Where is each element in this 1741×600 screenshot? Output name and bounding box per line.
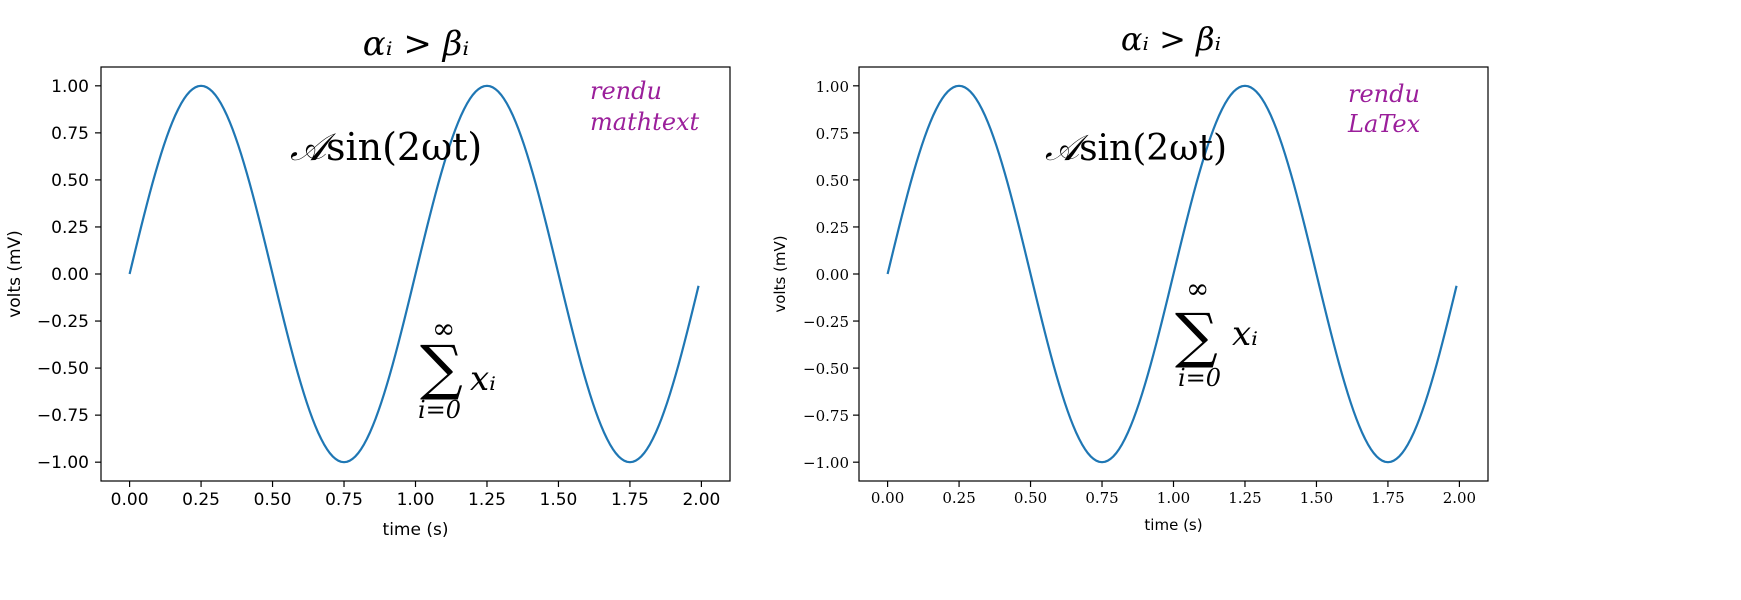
panel2-sum-upper-limit: ∞ <box>1186 272 1209 305</box>
panel1-ytick-label: −1.00 <box>37 453 89 473</box>
panel2-xtick-label: 0.75 <box>1085 489 1118 507</box>
panel1-formula-annotation: 𝒜sin(2ωt) <box>290 125 482 169</box>
panel2-ytick-label: 1.00 <box>816 78 849 96</box>
panel2-xlabel: time (s) <box>1144 516 1202 534</box>
panel1-xtick-label: 1.75 <box>611 490 649 510</box>
panel2-ylabel: volts (mV) <box>771 235 789 312</box>
panel1-ytick-label: 1.00 <box>51 77 89 97</box>
panel2-ytick-label: −0.50 <box>803 360 849 378</box>
panel1-series-line <box>128 84 700 464</box>
panel2-xtick-label: 0.50 <box>1014 489 1047 507</box>
panel2-note-line1: rendu <box>1348 80 1420 108</box>
panel2-sum-symbol: ∑ <box>1175 301 1218 371</box>
panel1-sum-symbol: ∑ <box>420 333 463 403</box>
panel1-sum-lower-limit: i=0 <box>418 396 461 424</box>
panel2-xtick-label: 0.00 <box>871 489 904 507</box>
panel2-ytick-label: −0.25 <box>803 313 849 331</box>
panel1-ytick-label: 0.50 <box>51 171 89 191</box>
panel1-xlabel: time (s) <box>383 520 449 540</box>
panel2-xtick-label: 1.75 <box>1371 489 1404 507</box>
panel1-xtick-label: 0.00 <box>111 490 149 510</box>
panel1-xtick-label: 0.25 <box>182 490 220 510</box>
panel2-sum-term: xᵢ <box>1232 314 1258 354</box>
panel1-xtick-label: 1.25 <box>468 490 506 510</box>
panel1-ytick-label: 0.75 <box>51 124 89 144</box>
panel2-xtick-label: 0.25 <box>942 489 975 507</box>
panel1-note-line2: mathtext <box>590 108 700 136</box>
panel1-xtick-label: 0.75 <box>325 490 363 510</box>
panel1-ytick-label: 0.25 <box>51 218 89 238</box>
panel2-xtick-label: 1.25 <box>1228 489 1261 507</box>
panel1-ytick-label: 0.00 <box>51 265 89 285</box>
panel2-note-line2: LaTex <box>1347 110 1421 138</box>
panel2-ytick-label: −0.75 <box>803 407 849 425</box>
panel2-xtick-label: 1.00 <box>1157 489 1190 507</box>
panel1-note-line1: rendu <box>590 77 662 105</box>
panel1-sum-term: xᵢ <box>470 359 496 399</box>
panel1-ytick-label: −0.25 <box>37 312 89 332</box>
panel2-ytick-label: 0.50 <box>816 172 849 190</box>
panel1-title: αᵢ > βᵢ <box>363 24 469 64</box>
panel1-xtick-label: 1.50 <box>540 490 578 510</box>
panel1-xtick-label: 0.50 <box>254 490 292 510</box>
panel2-sum-lower-limit: i=0 <box>1178 364 1221 392</box>
panel1-ytick-label: −0.75 <box>37 406 89 426</box>
panel2-ytick-label: 0.25 <box>816 219 849 237</box>
panel2-title: αᵢ > βᵢ <box>1121 20 1221 58</box>
panel2-xtick-label: 1.50 <box>1300 489 1333 507</box>
panel2-ytick-label: 0.75 <box>816 125 849 143</box>
panel1-sum-upper-limit: ∞ <box>432 312 455 345</box>
panel1-ylabel: volts (mV) <box>5 230 25 318</box>
panel2-formula-annotation: 𝒜sin(2ωt) <box>1045 128 1227 169</box>
panel2-xtick-label: 2.00 <box>1443 489 1476 507</box>
panel2-series-line <box>886 84 1458 464</box>
panel1-ytick-label: −0.50 <box>37 359 89 379</box>
panel2-ytick-label: −1.00 <box>803 454 849 472</box>
panel1-xtick-label: 1.00 <box>397 490 435 510</box>
panel2-ytick-label: 0.00 <box>816 266 849 284</box>
panel1-xtick-label: 2.00 <box>682 490 720 510</box>
